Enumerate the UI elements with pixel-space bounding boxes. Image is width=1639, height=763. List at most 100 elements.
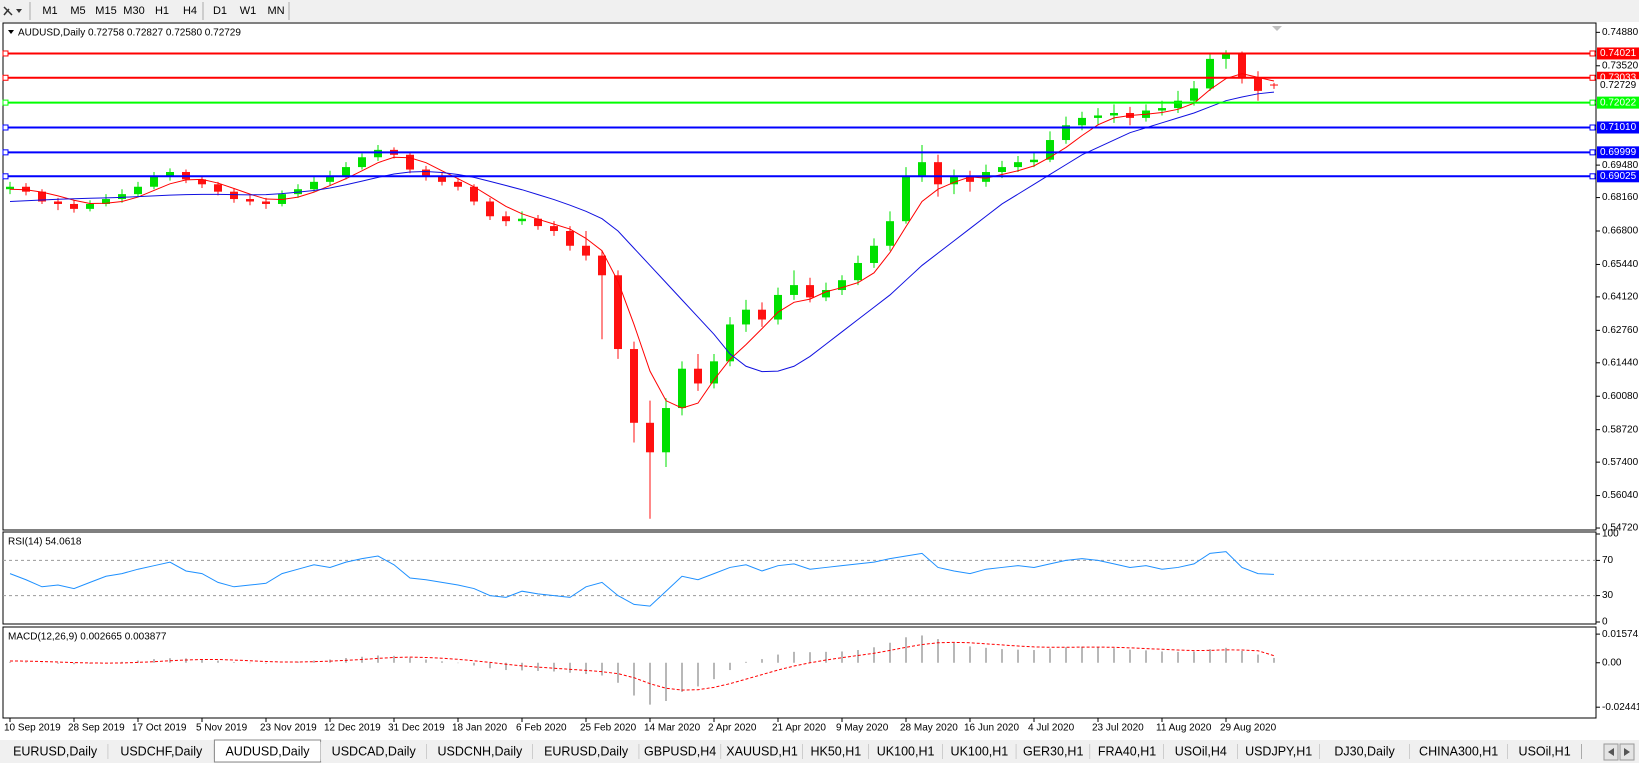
y-tick-label: 0.66800 xyxy=(1602,226,1639,237)
shift-marker[interactable] xyxy=(1272,26,1282,31)
candle-body xyxy=(1174,100,1182,109)
candle-body xyxy=(1046,140,1054,160)
candle-body xyxy=(646,422,654,453)
level-label-box xyxy=(1597,121,1639,134)
rsi-panel xyxy=(2,531,1597,625)
y-tick-label: 0.015741 xyxy=(1602,629,1639,640)
candle-body xyxy=(358,157,366,168)
candle-body xyxy=(38,191,46,202)
tab-label: CHINA300,H1 xyxy=(1419,744,1498,758)
x-tick-label: 16 Jun 2020 xyxy=(964,723,1019,734)
scroll-arrows xyxy=(1608,748,1630,756)
toolbar xyxy=(0,0,1639,22)
timeframe-button[interactable]: M1 xyxy=(42,5,57,17)
level-handle xyxy=(2,99,9,106)
y-tick-label: 0.56040 xyxy=(1602,490,1639,501)
candle-body xyxy=(54,201,62,204)
tab[interactable] xyxy=(320,742,427,761)
candle-body xyxy=(326,176,334,182)
chart-title: AUDUSD,Daily 0.72758 0.72827 0.72580 0.7… xyxy=(18,28,241,39)
tab-label: EURUSD,Daily xyxy=(544,744,629,758)
candle-body xyxy=(934,162,942,185)
x-tick-label: 4 Jul 2020 xyxy=(1028,723,1075,734)
candle-body xyxy=(118,194,126,200)
level-handle xyxy=(2,50,9,57)
tab-label: USDJPY,H1 xyxy=(1245,744,1312,758)
tab[interactable] xyxy=(533,742,640,761)
tab[interactable] xyxy=(639,742,722,761)
y-tick-label: 70 xyxy=(1602,555,1614,566)
x-tick-label: 9 May 2020 xyxy=(836,723,889,734)
candle-body xyxy=(1158,108,1166,111)
timeframe-button[interactable]: M15 xyxy=(95,5,116,17)
tab[interactable] xyxy=(868,742,943,761)
y-tick-label: 0.54720 xyxy=(1602,523,1639,534)
level-label: 0.73033 xyxy=(1600,72,1637,83)
tab[interactable] xyxy=(1507,742,1582,761)
x-tick-label: 18 Jan 2020 xyxy=(452,723,507,734)
tab[interactable] xyxy=(426,742,533,761)
candle-body xyxy=(774,294,782,320)
tab[interactable] xyxy=(1016,742,1091,761)
tab[interactable] xyxy=(1319,742,1410,761)
candle-body xyxy=(1030,159,1038,163)
macd-panel xyxy=(2,626,1597,719)
candle-body xyxy=(550,226,558,232)
candle-body xyxy=(1238,53,1246,79)
x-tick-label: 25 Feb 2020 xyxy=(580,723,637,734)
candle-body xyxy=(1222,53,1230,59)
tab[interactable] xyxy=(1090,742,1164,761)
x-tick-label: 23 Jul 2020 xyxy=(1092,723,1144,734)
candle-body xyxy=(518,218,526,222)
level-label: 0.69999 xyxy=(1600,147,1637,158)
level-label-box xyxy=(1597,47,1639,60)
candle-body xyxy=(214,184,222,192)
tab[interactable] xyxy=(1237,742,1320,761)
x-tick-label: 28 Sep 2019 xyxy=(68,723,125,734)
timeframe-button[interactable]: M5 xyxy=(70,5,85,17)
tab-label: XAUUSD,H1 xyxy=(726,744,798,758)
main-panel xyxy=(2,22,1597,531)
tab-label: GBPUSD,H4 xyxy=(644,744,716,758)
candle-body xyxy=(150,176,158,187)
x-tick-label: 14 Mar 2020 xyxy=(644,723,701,734)
tab[interactable] xyxy=(803,742,869,761)
y-tick-label: 0.58720 xyxy=(1602,424,1639,435)
tab[interactable] xyxy=(1409,742,1508,761)
candle-body xyxy=(438,176,446,182)
candle-body xyxy=(854,262,862,281)
timeframe-button[interactable]: MN xyxy=(267,5,284,17)
tab-label: USDCHF,Daily xyxy=(120,744,203,758)
y-tick-label: 0.57400 xyxy=(1602,457,1639,468)
timeframe-button[interactable]: W1 xyxy=(240,5,257,17)
last-price-box xyxy=(1597,79,1639,92)
tab[interactable] xyxy=(108,742,215,761)
timeframe-button[interactable]: M30 xyxy=(123,5,144,17)
tool-icon[interactable] xyxy=(3,6,13,16)
tab[interactable] xyxy=(721,742,803,761)
candle-body xyxy=(742,309,750,325)
candle-body xyxy=(870,245,878,263)
x-tick-label: 21 Apr 2020 xyxy=(772,723,826,734)
level-label-box xyxy=(1597,96,1639,109)
level-handle xyxy=(2,173,9,180)
candle-body xyxy=(86,203,94,209)
y-tick-label: 0.73520 xyxy=(1602,60,1639,71)
y-tick-label: 0.60080 xyxy=(1602,391,1639,402)
timeframe-button[interactable]: D1 xyxy=(213,5,227,17)
tab[interactable] xyxy=(2,742,109,761)
dropdown-arrow[interactable] xyxy=(16,9,22,13)
timeframe-button[interactable]: H1 xyxy=(155,5,169,17)
tab-label: DJ30,Daily xyxy=(1334,744,1395,758)
candle-body xyxy=(790,285,798,295)
tab[interactable] xyxy=(942,742,1017,761)
level-label: 0.69025 xyxy=(1600,171,1637,182)
candle-body xyxy=(950,176,958,185)
candle-body xyxy=(534,218,542,227)
timeframe-button[interactable]: H4 xyxy=(183,5,197,17)
candle-body xyxy=(1094,115,1102,118)
level-label: 0.72022 xyxy=(1600,97,1637,108)
level-label-box xyxy=(1597,146,1639,159)
level-handle xyxy=(1589,99,1596,106)
tab[interactable] xyxy=(1163,742,1238,761)
